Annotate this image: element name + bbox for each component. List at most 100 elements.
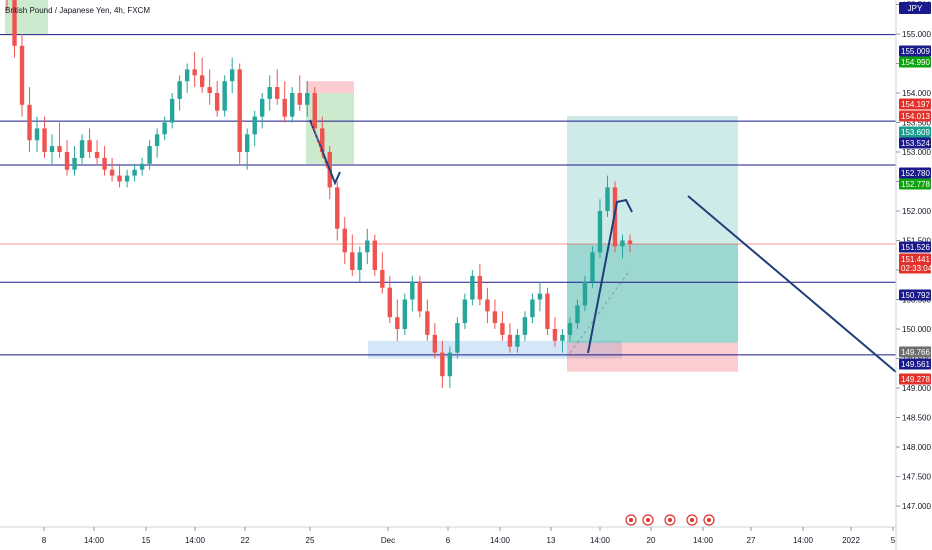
candle-body-12	[94, 152, 100, 158]
price-badge-3	[899, 110, 931, 122]
candle-body-57	[432, 334, 438, 353]
time-tick-label-7: 6	[446, 536, 451, 545]
candle-body-23	[177, 81, 182, 99]
price-badge-14	[899, 373, 931, 385]
candle-body-44	[335, 187, 340, 229]
candle-body-31	[237, 69, 242, 152]
candle-body-68	[515, 334, 520, 347]
candle-body-72	[545, 293, 550, 329]
candle-body-16	[124, 175, 130, 182]
event-flag-dot-3	[690, 518, 694, 522]
candle-body-73	[552, 329, 558, 341]
candle-body-47	[357, 252, 362, 270]
candle-body-51	[387, 287, 393, 318]
candle-body-5	[42, 128, 47, 152]
candle-body-56	[425, 311, 430, 335]
candle-body-42	[320, 128, 325, 152]
candle-body-19	[147, 146, 152, 164]
time-tick-label-12: 14:00	[693, 536, 714, 545]
zone-nov25-red	[306, 81, 354, 93]
candle-body-29	[222, 81, 227, 111]
price-badge-6	[899, 167, 931, 179]
zone-demand-zone	[368, 340, 622, 359]
price-tick-label-8: 151.500	[902, 237, 931, 246]
candle-body-76	[575, 305, 580, 324]
time-tick-label-11: 20	[647, 536, 656, 545]
candle-body-59	[447, 352, 453, 377]
candle-body-54	[410, 281, 415, 300]
candle-body-48	[365, 240, 370, 253]
time-tick-label-0: 8	[42, 536, 47, 545]
candle-body-82	[620, 240, 625, 247]
price-tick-label-3: 154.000	[902, 89, 931, 98]
price-badge-4	[899, 126, 931, 138]
candles-layer	[6, 0, 633, 388]
price-badge-label-11: 150.792	[901, 291, 930, 300]
candle-body-75	[567, 323, 573, 335]
price-tick-label-17: 147.000	[902, 502, 931, 511]
candle-body-67	[507, 334, 513, 347]
candle-body-36	[275, 87, 280, 99]
candle-body-14	[109, 169, 115, 176]
arrow-up-dec	[587, 198, 633, 354]
candle-body-10	[79, 140, 85, 158]
price-tick-label-16: 147.500	[902, 473, 931, 482]
price-badge-1	[899, 56, 931, 68]
event-flag-dot-4	[707, 518, 711, 522]
price-badge-label-9: 151.441	[901, 255, 930, 264]
price-badge-label-14: 149.278	[901, 375, 930, 384]
time-tick-label-2: 15	[142, 536, 151, 545]
candle-body-63	[477, 275, 483, 300]
candle-body-50	[380, 270, 385, 288]
candle-body-61	[462, 299, 468, 324]
price-tick-label-1: 155.000	[902, 30, 931, 39]
candle-body-52	[395, 317, 400, 329]
time-tick-label-1: 14:00	[84, 536, 105, 545]
candle-body-74	[560, 334, 565, 341]
candle-body-62	[470, 275, 475, 300]
zone-long-target	[567, 116, 738, 245]
time-axis-ticks[interactable]: 8 14:00 15 14:00 22 25 Dec 6 14:00 13 14:00 20 14:00…	[42, 527, 896, 545]
candle-body-21	[162, 122, 167, 135]
time-tick-label-10: 14:00	[590, 536, 611, 545]
currency-badge-label: JPY	[908, 4, 923, 13]
candle-body-39	[297, 93, 302, 105]
price-tick-label-7: 152.000	[902, 207, 931, 216]
time-tick-label-15: 2022	[842, 536, 860, 545]
candle-body-25	[192, 69, 197, 76]
price-badge-9	[899, 253, 931, 265]
candle-body-22	[169, 98, 175, 123]
position-path-dashed	[569, 269, 631, 354]
price-badge-label-10: 02:33:04	[901, 264, 932, 273]
candle-body-4	[34, 128, 40, 141]
candle-body-38	[290, 93, 295, 117]
price-badge-label-13: 149.561	[901, 360, 930, 369]
candle-body-40	[305, 93, 310, 105]
candle-body-28	[214, 93, 220, 111]
price-badge-label-7: 152.778	[901, 180, 930, 189]
event-flag-dot-0	[629, 518, 633, 522]
price-badge-label-3: 154.013	[901, 112, 930, 121]
economic-events[interactable]	[625, 514, 715, 526]
candle-body-65	[492, 311, 498, 324]
symbol-title: British Pound / Japanese Yen, 4h, FXCM	[5, 6, 150, 15]
price-badge-label-5: 153.524	[901, 139, 930, 148]
price-badge-label-8: 151.526	[901, 243, 930, 252]
candle-body-18	[139, 163, 145, 170]
candle-body-1	[12, 0, 17, 46]
time-tick-label-5: 25	[306, 536, 315, 545]
event-flag-dot-1	[646, 518, 650, 522]
time-tick-label-4: 22	[241, 536, 250, 545]
candle-body-55	[417, 281, 423, 312]
zone-top-left-green	[5, 0, 48, 35]
time-tick-label-13: 27	[747, 536, 756, 545]
price-badge-label-6: 152.780	[901, 169, 930, 178]
price-badge-0	[899, 45, 931, 57]
price-badge-8	[899, 241, 931, 253]
candle-body-83	[627, 240, 633, 244]
candle-body-6	[49, 146, 55, 152]
candle-body-49	[372, 240, 377, 270]
